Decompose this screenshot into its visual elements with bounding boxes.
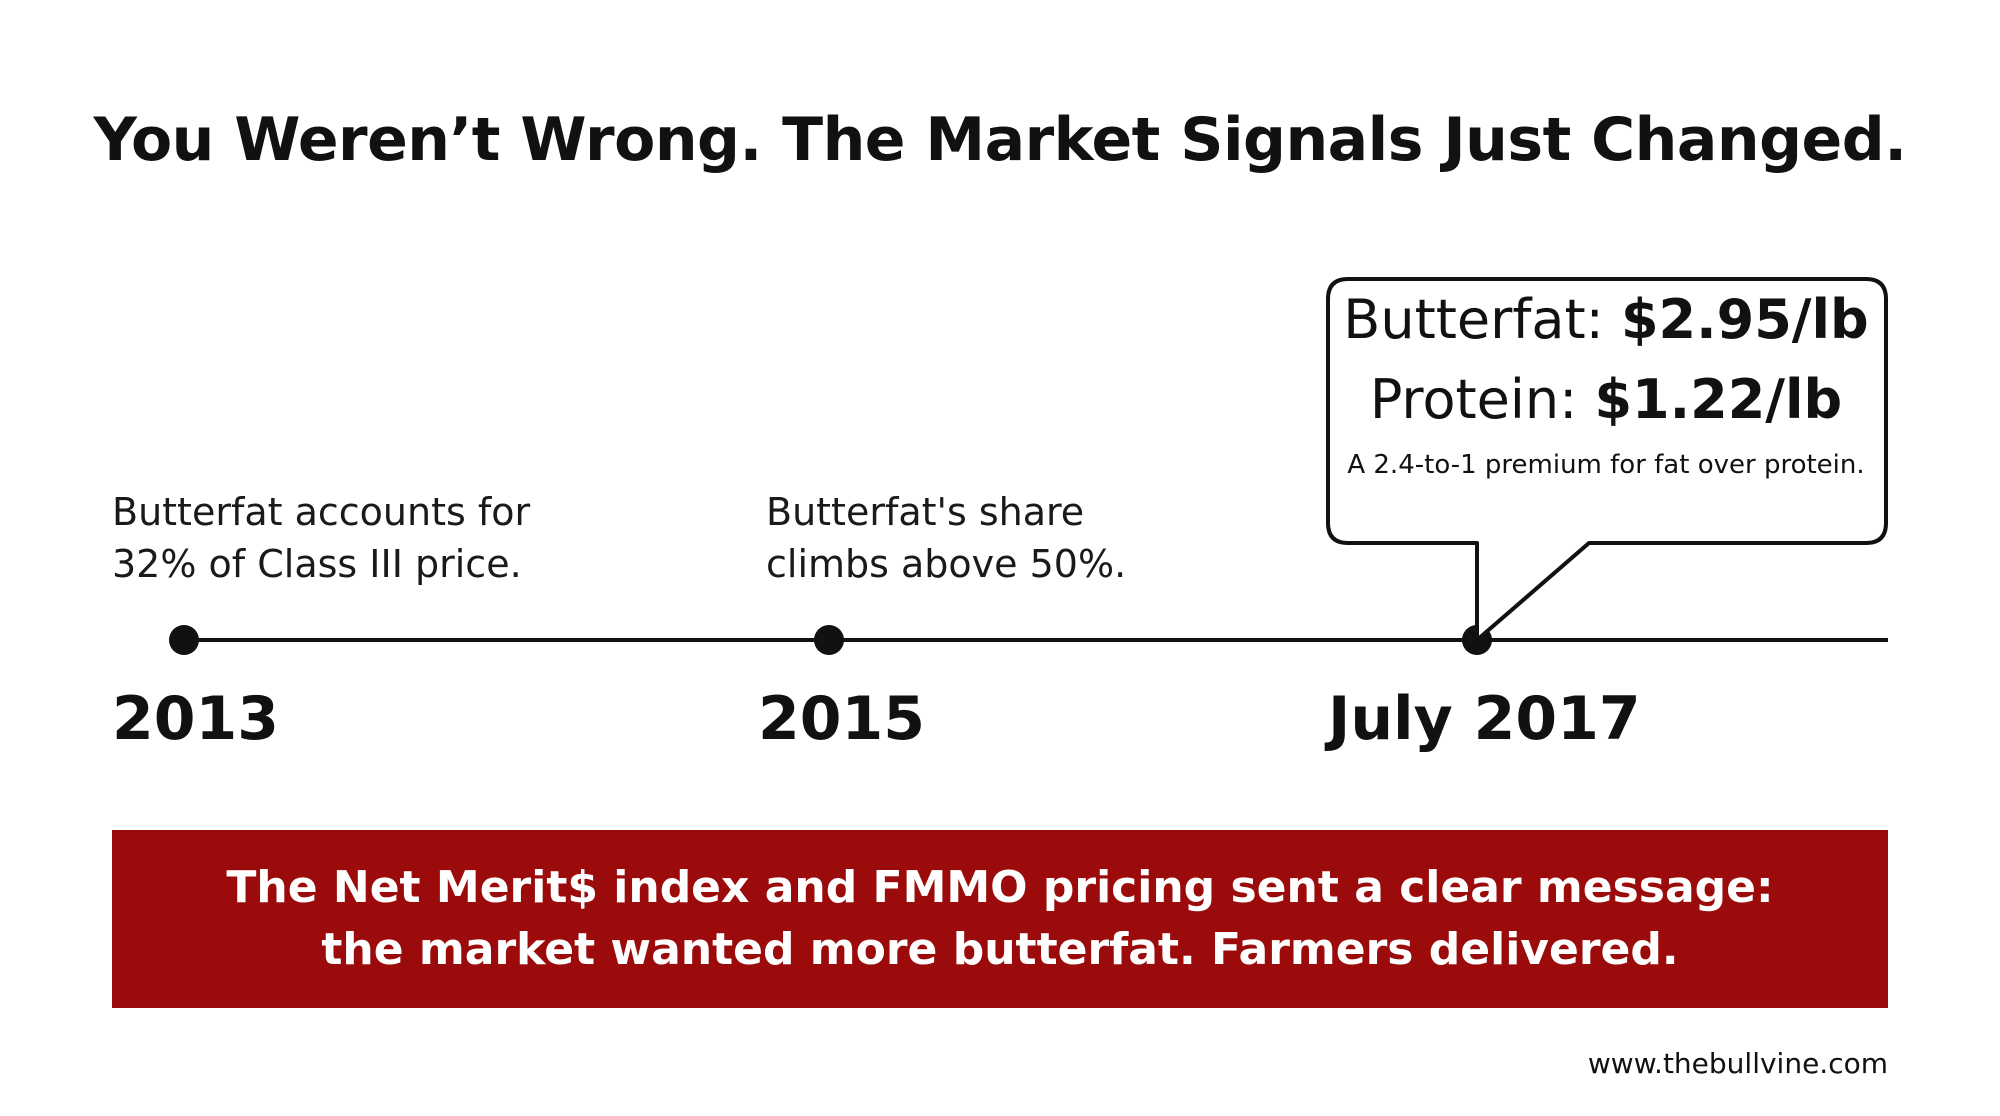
year-2013: 2013 <box>112 684 279 754</box>
callout-butterfat-label: Butterfat: <box>1343 288 1621 351</box>
callout-protein-value: $1.22/lb <box>1594 368 1843 431</box>
callout-july-2017: Butterfat: $2.95/lb Protein: $1.22/lb A … <box>1327 280 1885 482</box>
event-2015-line-2: climbs above 50%. <box>766 542 1127 586</box>
year-july-2017: July 2017 <box>1328 684 1641 754</box>
event-2013-description: Butterfat accounts for 32% of Class III … <box>112 486 530 590</box>
banner-line-1: The Net Merit$ index and FMMO pricing se… <box>226 862 1774 913</box>
callout-box <box>1326 277 1888 642</box>
timeline-dot-2015 <box>814 625 844 655</box>
page-title: You Weren’t Wrong. The Market Signals Ju… <box>93 105 1907 175</box>
event-2015-line-1: Butterfat's share <box>766 490 1085 534</box>
timeline-dot-2013 <box>169 625 199 655</box>
year-2015: 2015 <box>758 684 925 754</box>
callout-butterfat-row: Butterfat: $2.95/lb <box>1327 280 1885 360</box>
callout-protein-label: Protein: <box>1369 368 1595 431</box>
event-2015-description: Butterfat's share climbs above 50%. <box>766 486 1126 590</box>
event-2013-line-1: Butterfat accounts for <box>112 490 531 534</box>
callout-protein-row: Protein: $1.22/lb <box>1327 360 1885 440</box>
callout-note: A 2.4-to-1 premium for fat over protein. <box>1347 450 1865 480</box>
callout-butterfat-value: $2.95/lb <box>1620 288 1869 351</box>
banner-line-2: the market wanted more butterfat. Farmer… <box>321 924 1679 975</box>
event-2013-line-2: 32% of Class III price. <box>112 542 522 586</box>
footer-url: www.thebullvine.com <box>1587 1047 1888 1080</box>
summary-banner: The Net Merit$ index and FMMO pricing se… <box>112 830 1888 1008</box>
